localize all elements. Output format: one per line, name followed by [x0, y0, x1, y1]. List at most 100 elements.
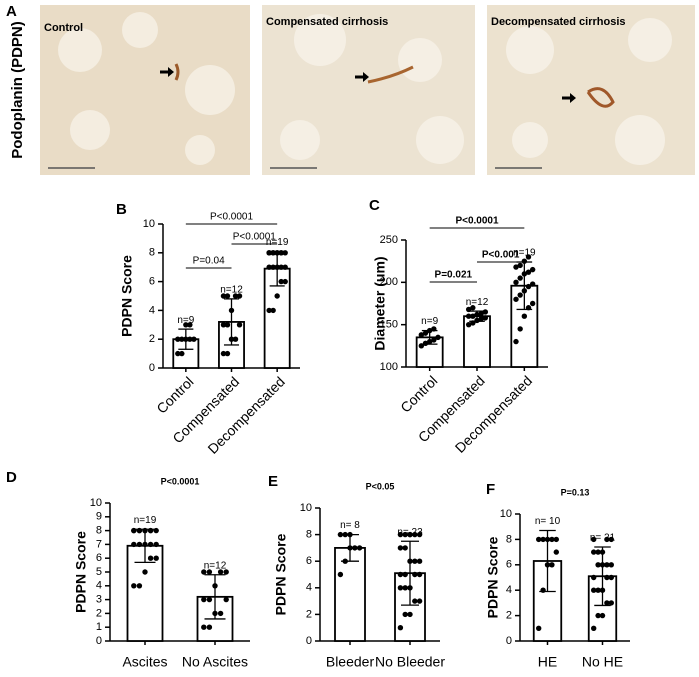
- data-point: [416, 531, 423, 538]
- y-axis-title: PDPN Score: [485, 536, 501, 618]
- p-value: P<0.0001: [233, 232, 277, 243]
- data-point: [270, 264, 276, 270]
- data-point: [220, 293, 227, 299]
- data-point: [599, 562, 606, 568]
- p-value: P<0.0001: [210, 212, 254, 223]
- data-point: [147, 541, 154, 548]
- data-point: [470, 305, 476, 311]
- data-point: [131, 527, 137, 534]
- data-point: [223, 596, 229, 603]
- data-point: [191, 336, 197, 342]
- x-tick-label: No Ascites: [182, 654, 248, 670]
- data-point: [608, 600, 614, 606]
- data-point: [513, 279, 519, 286]
- data-point: [407, 611, 413, 618]
- data-point: [465, 321, 472, 328]
- data-point: [465, 313, 472, 319]
- y-tick-label: 4: [96, 580, 102, 592]
- data-point: [402, 531, 408, 538]
- data-point: [201, 624, 207, 630]
- y-tick-label: 4: [306, 582, 312, 594]
- p-value: P=0.13: [561, 487, 590, 497]
- data-point: [223, 569, 229, 575]
- panel-ylabel: Podoplanin (PDPN): [9, 21, 26, 159]
- data-point: [201, 569, 207, 575]
- n-label: n=19: [134, 515, 157, 526]
- data-point: [544, 536, 551, 543]
- n-label: n=9: [421, 316, 438, 327]
- data-point: [540, 587, 546, 593]
- data-point: [478, 316, 484, 322]
- n-label: n= 10: [535, 516, 561, 527]
- data-point: [402, 585, 408, 591]
- data-point: [412, 558, 418, 564]
- data-point: [147, 555, 154, 561]
- y-tick-label: 0: [306, 635, 312, 647]
- data-point: [604, 600, 610, 606]
- y-tick-label: 0: [96, 635, 102, 647]
- y-tick-label: 4: [149, 304, 155, 316]
- y-tick-label: 10: [90, 497, 102, 509]
- data-point: [175, 336, 181, 342]
- micrograph: [487, 5, 695, 175]
- data-point: [342, 558, 348, 564]
- p-value: P<0.05: [366, 481, 395, 491]
- data-point: [525, 269, 532, 275]
- data-point: [220, 322, 227, 328]
- data-point: [544, 562, 551, 568]
- data-point: [474, 311, 480, 318]
- micrograph: [262, 5, 475, 175]
- data-point: [595, 587, 601, 593]
- data-point: [206, 596, 213, 603]
- data-point: [206, 569, 213, 575]
- data-point: [397, 571, 404, 578]
- data-point: [136, 527, 143, 534]
- data-point: [431, 326, 437, 332]
- data-point: [525, 305, 532, 311]
- panel-letter: E: [268, 473, 278, 490]
- data-point: [608, 562, 614, 568]
- x-tick-label: No HE: [582, 654, 623, 670]
- y-tick-label: 5: [96, 566, 102, 578]
- data-point: [591, 536, 597, 543]
- bar: [334, 547, 366, 642]
- data-point: [608, 536, 614, 543]
- y-tick-label: 0: [149, 362, 155, 374]
- data-point: [517, 262, 523, 269]
- n-label: n=9: [177, 315, 194, 326]
- data-point: [529, 300, 536, 307]
- y-axis-title: PDPN Score: [73, 531, 89, 613]
- data-point: [465, 306, 472, 313]
- data-point: [599, 587, 606, 593]
- data-point: [521, 271, 528, 277]
- data-point: [228, 307, 235, 314]
- data-point: [416, 558, 423, 564]
- data-point: [183, 322, 189, 328]
- data-point: [513, 264, 519, 270]
- data-point: [595, 562, 601, 568]
- data-point: [236, 322, 243, 328]
- x-tick-label: Control: [153, 373, 196, 416]
- data-point: [187, 322, 193, 328]
- data-point: [536, 625, 542, 631]
- data-point: [179, 350, 185, 357]
- data-point: [517, 292, 523, 298]
- panel-letter: A: [6, 3, 17, 20]
- data-point: [521, 313, 528, 319]
- y-tick-label: 6: [306, 555, 312, 567]
- data-point: [153, 555, 159, 561]
- data-point: [278, 264, 284, 270]
- y-tick-label: 2: [149, 333, 155, 345]
- data-point: [549, 562, 555, 568]
- data-point: [142, 569, 148, 575]
- data-point: [266, 307, 272, 314]
- data-point: [183, 336, 189, 342]
- data-point: [591, 549, 597, 555]
- data-point: [517, 326, 523, 332]
- data-point: [418, 332, 425, 338]
- data-point: [525, 254, 532, 260]
- data-point: [278, 278, 284, 285]
- x-tick-label: Bleeder: [326, 654, 375, 670]
- data-point: [426, 338, 433, 345]
- y-tick-label: 0: [506, 635, 512, 647]
